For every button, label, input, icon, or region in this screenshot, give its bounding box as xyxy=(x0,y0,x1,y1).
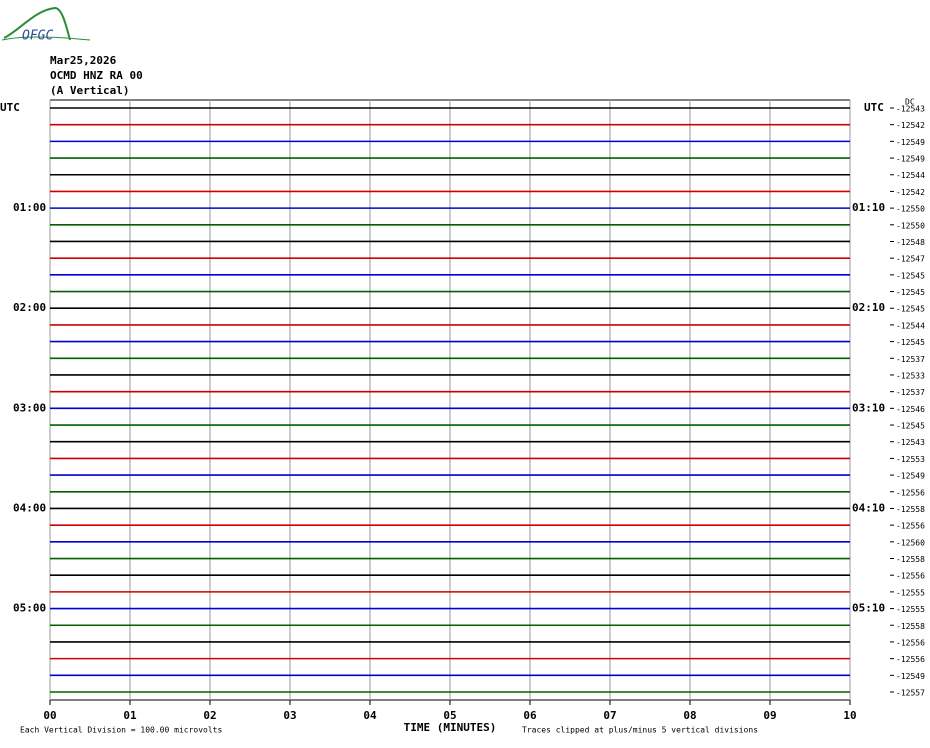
offset-label: -12560 xyxy=(896,538,925,547)
x-tick-label: 07 xyxy=(603,709,616,722)
offset-label: -12545 xyxy=(896,305,925,314)
right-time-label: 05:10 xyxy=(852,602,885,615)
scale-note: Each Vertical Division = 100.00 microvol… xyxy=(20,726,222,735)
offset-label: -12549 xyxy=(896,472,925,481)
offset-label: -12545 xyxy=(896,288,925,297)
header-station: OCMD HNZ RA 00 xyxy=(50,69,143,82)
offset-label: -12556 xyxy=(896,488,925,497)
right-time-label: 01:10 xyxy=(852,201,885,214)
offset-label: -12543 xyxy=(896,105,925,114)
offset-label: -12537 xyxy=(896,355,925,364)
left-time-label: 03:00 xyxy=(13,401,46,414)
left-time-label: 04:00 xyxy=(13,501,46,514)
left-time-label: UTC xyxy=(0,101,20,114)
offset-label: -12542 xyxy=(896,188,925,197)
x-tick-label: 05 xyxy=(443,709,456,722)
offset-label: -12557 xyxy=(896,689,925,698)
offset-label: -12558 xyxy=(896,555,925,564)
left-time-label: 01:00 xyxy=(13,201,46,214)
offset-label: -12545 xyxy=(896,422,925,431)
offset-label: -12544 xyxy=(896,321,925,330)
offset-label: -12546 xyxy=(896,405,925,414)
offset-label: -12542 xyxy=(896,121,925,130)
offset-label: -12556 xyxy=(896,572,925,581)
x-tick-label: 00 xyxy=(43,709,56,722)
offset-label: -12533 xyxy=(896,371,925,380)
header-date: Mar25,2026 xyxy=(50,54,117,67)
dc-label: DC xyxy=(905,98,915,107)
offset-label: -12555 xyxy=(896,588,925,597)
offset-label: -12556 xyxy=(896,522,925,531)
offset-label: -12556 xyxy=(896,638,925,647)
header-component: (A Vertical) xyxy=(50,84,129,97)
offset-label: -12558 xyxy=(896,622,925,631)
offset-label: -12555 xyxy=(896,605,925,614)
offset-label: -12545 xyxy=(896,271,925,280)
offset-label: -12537 xyxy=(896,388,925,397)
offset-label: -12547 xyxy=(896,255,925,264)
x-tick-label: 01 xyxy=(123,709,137,722)
offset-label: -12556 xyxy=(896,655,925,664)
offset-label: -12549 xyxy=(896,155,925,164)
offset-label: -12558 xyxy=(896,505,925,514)
logo: OFGC xyxy=(1,6,91,44)
x-tick-label: 10 xyxy=(843,709,856,722)
logo-text: OFGC xyxy=(22,29,53,44)
offset-label: -12553 xyxy=(896,455,925,464)
offset-label: -12550 xyxy=(896,221,925,230)
x-tick-label: 04 xyxy=(363,709,377,722)
offset-label: -12545 xyxy=(896,338,925,347)
offset-label: -12544 xyxy=(896,171,925,180)
clip-note: Traces clipped at plus/minus 5 vertical … xyxy=(522,726,758,735)
offset-label: -12549 xyxy=(896,672,925,681)
right-time-label: 04:10 xyxy=(852,501,885,514)
left-time-label: 02:00 xyxy=(13,301,46,314)
x-axis-title: TIME (MINUTES) xyxy=(404,721,497,734)
logo-swoosh xyxy=(3,6,71,41)
right-time-label: 03:10 xyxy=(852,401,885,414)
offset-label: -12549 xyxy=(896,138,925,147)
x-tick-label: 06 xyxy=(523,709,537,722)
logo-line xyxy=(1,36,91,41)
left-time-label: 05:00 xyxy=(13,602,46,615)
offset-label: -12550 xyxy=(896,205,925,214)
offset-label: -12548 xyxy=(896,238,925,247)
x-tick-label: 02 xyxy=(203,709,216,722)
x-tick-label: 08 xyxy=(683,709,696,722)
offset-label: -12543 xyxy=(896,438,925,447)
right-time-label: 02:10 xyxy=(852,301,885,314)
x-tick-label: 03 xyxy=(283,709,296,722)
right-time-label: UTC xyxy=(864,101,884,114)
x-tick-label: 09 xyxy=(763,709,776,722)
